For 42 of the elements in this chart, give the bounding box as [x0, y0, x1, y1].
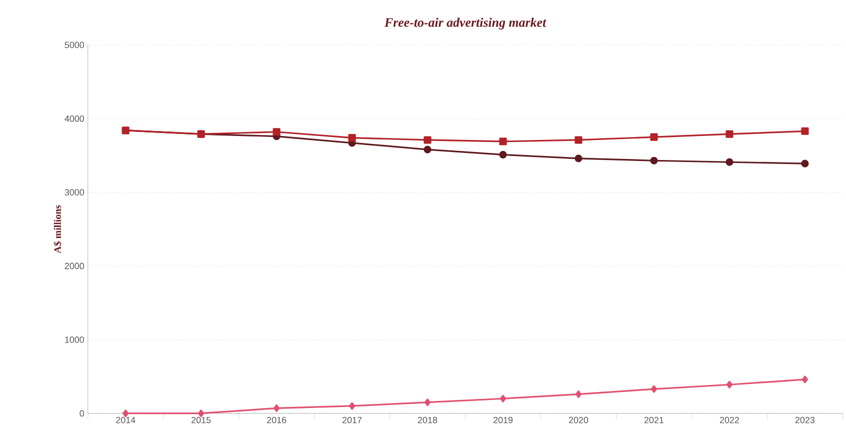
x-tick-label: 2016 — [267, 416, 286, 424]
point — [272, 128, 280, 136]
point — [650, 133, 658, 141]
point — [198, 409, 204, 417]
x-tick-label: 2021 — [644, 416, 664, 424]
point — [726, 158, 734, 166]
y-tick-label: 3000 — [64, 188, 84, 196]
x-tick-label: 2023 — [795, 416, 815, 424]
y-tick-label: 1000 — [65, 336, 84, 343]
y-tick-label: 4000 — [64, 115, 84, 122]
x-tick-label: 2015 — [192, 416, 211, 424]
x-tick-label: 2019 — [494, 416, 513, 424]
point — [499, 150, 507, 158]
point — [801, 160, 809, 168]
point — [348, 134, 356, 142]
point — [424, 136, 432, 144]
y-axis-title: A$ millions — [54, 205, 62, 254]
point — [726, 130, 734, 138]
x-tick-label: 2020 — [569, 416, 588, 424]
point — [802, 376, 808, 384]
point — [726, 380, 733, 388]
y-tick-label: 5000 — [64, 42, 84, 48]
point — [349, 402, 356, 410]
x-tick-label: 2022 — [720, 416, 739, 424]
point — [122, 409, 129, 417]
point — [650, 156, 658, 164]
y-tick-label: 0 — [80, 410, 84, 416]
point — [499, 138, 507, 146]
point — [424, 398, 431, 406]
x-tick-label: 2018 — [418, 416, 438, 424]
y-tick-label: 2000 — [64, 262, 84, 270]
point — [574, 154, 582, 162]
point — [650, 385, 658, 393]
chart-title: Free-to-air advertising market — [384, 18, 546, 30]
x-tick-label: 2014 — [116, 416, 136, 424]
point — [274, 404, 280, 412]
x-tick-label: 2017 — [342, 416, 362, 424]
point — [575, 390, 582, 398]
point — [424, 146, 432, 154]
point — [574, 136, 582, 144]
point — [500, 394, 506, 402]
point — [801, 127, 809, 135]
